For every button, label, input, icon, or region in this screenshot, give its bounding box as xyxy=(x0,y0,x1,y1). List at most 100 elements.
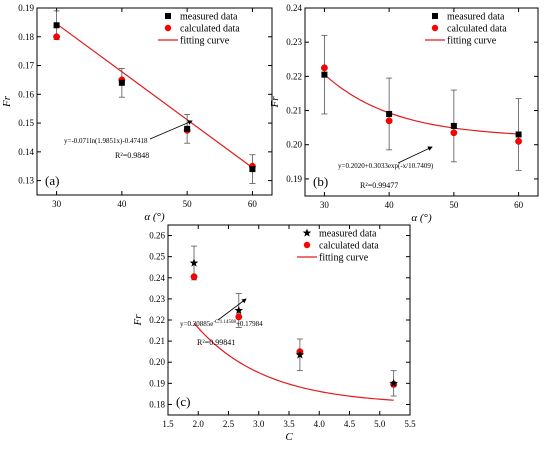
y-tick-label: 0.13 xyxy=(18,176,34,186)
y-tick-label: 0.15 xyxy=(18,118,34,128)
measured-data-point xyxy=(234,306,244,315)
legend-calculated-marker xyxy=(431,24,439,32)
x-tick-label: 30 xyxy=(320,200,330,210)
measured-data-point xyxy=(386,110,393,117)
y-tick-label: 0.18 xyxy=(149,399,165,409)
equation-arrow xyxy=(217,298,247,321)
x-tick-label: 5.5 xyxy=(404,419,416,429)
panel-label: (b) xyxy=(313,174,328,189)
legend-calculated-marker xyxy=(303,241,311,249)
y-axis-label: Fr xyxy=(132,314,144,327)
measured-data-point xyxy=(321,71,328,78)
x-tick-label: 40 xyxy=(117,199,127,209)
plot-frame xyxy=(36,7,273,196)
y-tick-label: 0.24 xyxy=(286,3,302,13)
legend-calculated-label: calculated data xyxy=(319,241,379,252)
r-squared: R²=0.99841 xyxy=(197,338,235,347)
x-tick-label: 50 xyxy=(449,200,459,210)
y-tick-label: 0.25 xyxy=(149,252,165,262)
y-tick-label: 0.23 xyxy=(149,294,165,304)
fit-equation: y=0.20885e-C/1.14508+0.17984 xyxy=(180,320,263,328)
measured-data-point xyxy=(118,79,125,86)
legend-measured-label: measured data xyxy=(447,12,505,23)
x-axis-label: α (°) xyxy=(411,212,432,224)
y-tick-label: 0.22 xyxy=(286,71,302,81)
chart-panel-b: 30 40 50 60 0.19 0.20 0.21 0.22 0.23 0.24 α (°) Fr m… xyxy=(269,3,539,224)
y-tick-label: 0.23 xyxy=(286,37,302,47)
legend-calculated-label: calculated data xyxy=(447,24,507,35)
calculated-data-point xyxy=(235,313,243,321)
y-tick-label: 0.21 xyxy=(149,336,165,346)
chart-panel-a: 30 40 50 60 0.13 0.14 0.15 0.16 0.17 0.18 0.19 α (°… xyxy=(1,3,273,223)
fitting-curve-line xyxy=(193,322,394,401)
measured-data-point xyxy=(515,131,522,138)
y-axis-label: Fr xyxy=(269,96,281,109)
calculated-data-point xyxy=(53,33,60,41)
legend-calculated-label: calculated data xyxy=(180,24,240,35)
y-tick-label: 0.22 xyxy=(149,315,165,325)
y-tick-label: 0.26 xyxy=(149,231,165,241)
x-tick-label: 3.0 xyxy=(253,419,265,429)
y-tick-label: 0.18 xyxy=(18,32,34,42)
legend-measured-marker xyxy=(302,228,312,237)
legend-measured-label: measured data xyxy=(180,12,238,23)
measured-data-point xyxy=(249,166,256,173)
x-tick-label: 2.0 xyxy=(193,419,205,429)
y-tick-label: 0.21 xyxy=(286,106,302,116)
calculated-data-point xyxy=(321,64,328,72)
y-tick-label: 0.20 xyxy=(286,140,302,150)
fit-equation: y=0.2020+0.3033exp(-x/10.7409) xyxy=(338,162,434,170)
measured-data-point xyxy=(189,258,199,267)
fit-equation-base: y=0.20885e xyxy=(180,320,213,328)
calculated-data-point xyxy=(450,129,458,137)
x-tick-label: 4.0 xyxy=(314,419,326,429)
measured-data-point xyxy=(389,378,398,387)
y-tick-label: 0.19 xyxy=(18,3,34,13)
r-squared: R²=0.99477 xyxy=(360,181,398,190)
fitting-curve-line xyxy=(324,73,519,135)
chart-panel-c: 1.5 2.0 2.5 3.0 3.5 4.0 4.5 5.0 5.5 0.18 0.19 0.20 0… xyxy=(132,224,416,443)
measured-data-point xyxy=(184,125,191,132)
y-tick-label: 0.19 xyxy=(286,174,302,184)
calculated-data-point xyxy=(515,137,522,145)
x-tick-label: 5.0 xyxy=(374,419,386,429)
x-tick-label: 30 xyxy=(52,199,62,209)
y-tick-label: 0.20 xyxy=(149,357,165,367)
plot-frame xyxy=(304,7,539,197)
legend-measured-marker xyxy=(432,13,438,19)
x-tick-label: 60 xyxy=(248,199,258,209)
fit-equation-tail: +0.17984 xyxy=(236,320,263,328)
equation-arrow xyxy=(397,146,433,164)
x-tick-label: 60 xyxy=(514,200,524,210)
legend-measured-label: measured data xyxy=(319,229,377,240)
x-tick-label: 1.5 xyxy=(162,419,174,429)
calculated-data-point xyxy=(190,273,198,281)
equation-arrow xyxy=(149,120,193,140)
x-axis-label: α (°) xyxy=(144,211,165,223)
y-tick-label: 0.16 xyxy=(18,89,34,99)
measured-data-point xyxy=(53,22,60,29)
panel-label: (a) xyxy=(45,173,59,188)
legend-fit-label: fitting curve xyxy=(447,36,497,47)
legend-fit-label: fitting curve xyxy=(180,36,230,47)
y-tick-label: 0.24 xyxy=(149,273,165,283)
x-tick-label: 2.5 xyxy=(223,419,235,429)
panel-label: (c) xyxy=(176,394,190,409)
y-axis-label: Fr xyxy=(1,95,13,108)
x-tick-label: 3.5 xyxy=(283,419,295,429)
r-squared: R²=0.9848 xyxy=(115,151,149,160)
fitting-curve-line xyxy=(56,23,253,169)
x-tick-label: 40 xyxy=(385,200,395,210)
calculated-data-point xyxy=(385,117,393,125)
measured-data-point xyxy=(295,350,305,359)
fit-equation-exponent: -C/1.14508 xyxy=(213,320,236,325)
x-axis-label: C xyxy=(285,431,293,443)
y-tick-label: 0.19 xyxy=(149,378,165,388)
fit-equation: y=-0.071ln(1.9851x)-0.47418 xyxy=(64,137,148,145)
x-tick-label: 4.5 xyxy=(344,419,356,429)
legend-fit-label: fitting curve xyxy=(319,253,369,264)
